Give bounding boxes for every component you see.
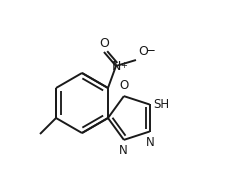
Text: −: − — [146, 44, 156, 57]
Text: O: O — [138, 45, 148, 58]
Text: SH: SH — [154, 98, 170, 111]
Text: N: N — [118, 144, 127, 157]
Text: O: O — [99, 37, 109, 50]
Text: O: O — [119, 79, 128, 92]
Text: N: N — [111, 59, 121, 72]
Text: N: N — [146, 136, 155, 148]
Text: +: + — [120, 61, 127, 70]
